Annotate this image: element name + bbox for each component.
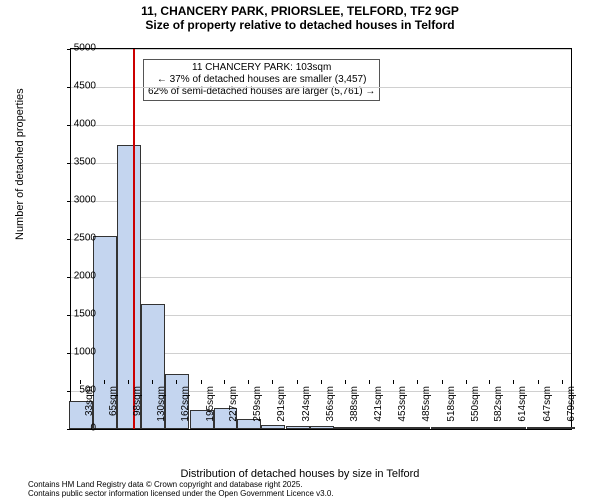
xtick-label: 485sqm bbox=[421, 386, 432, 422]
xtick-label: 291sqm bbox=[276, 386, 287, 422]
ytick-label: 4500 bbox=[74, 81, 96, 92]
xtick-mark bbox=[466, 380, 467, 384]
histogram-bar bbox=[382, 427, 406, 429]
gridline bbox=[71, 163, 571, 164]
gridline bbox=[71, 125, 571, 126]
y-axis-label: Number of detached properties bbox=[14, 88, 26, 240]
xtick-mark bbox=[489, 380, 490, 384]
gridline bbox=[71, 277, 571, 278]
xtick-mark bbox=[442, 380, 443, 384]
xtick-label: 453sqm bbox=[397, 386, 408, 422]
xtick-mark bbox=[80, 380, 81, 384]
xtick-mark bbox=[272, 380, 273, 384]
gridline bbox=[71, 49, 571, 50]
ytick-mark bbox=[67, 163, 71, 164]
histogram-bar bbox=[310, 426, 334, 429]
ytick-mark bbox=[67, 87, 71, 88]
ytick-mark bbox=[67, 239, 71, 240]
xtick-mark bbox=[128, 380, 129, 384]
xtick-mark bbox=[562, 380, 563, 384]
xtick-mark bbox=[248, 380, 249, 384]
chart-title-line2: Size of property relative to detached ho… bbox=[0, 18, 600, 32]
x-axis-label: Distribution of detached houses by size … bbox=[0, 468, 600, 480]
chart-container: 11, CHANCERY PARK, PRIORSLEE, TELFORD, T… bbox=[0, 0, 600, 500]
xtick-label: 227sqm bbox=[228, 386, 239, 422]
xtick-label: 679sqm bbox=[566, 386, 577, 422]
xtick-mark bbox=[224, 380, 225, 384]
xtick-mark bbox=[538, 380, 539, 384]
ytick-label: 0 bbox=[90, 423, 96, 434]
ytick-mark bbox=[67, 391, 71, 392]
ytick-label: 5000 bbox=[74, 43, 96, 54]
chart-title-line1: 11, CHANCERY PARK, PRIORSLEE, TELFORD, T… bbox=[0, 0, 600, 18]
annotation-line2: ← 37% of detached houses are smaller (3,… bbox=[148, 74, 375, 86]
xtick-label: 195sqm bbox=[205, 386, 216, 422]
xtick-label: 614sqm bbox=[517, 386, 528, 422]
histogram-bar bbox=[478, 427, 502, 429]
ytick-label: 2500 bbox=[74, 233, 96, 244]
histogram-bar bbox=[406, 427, 430, 429]
xtick-mark bbox=[152, 380, 153, 384]
annotation-box: 11 CHANCERY PARK: 103sqm ← 37% of detach… bbox=[143, 59, 380, 101]
xtick-mark bbox=[321, 380, 322, 384]
ytick-mark bbox=[67, 125, 71, 126]
histogram-bar bbox=[261, 425, 285, 429]
histogram-bar bbox=[431, 427, 455, 429]
gridline bbox=[71, 239, 571, 240]
gridline bbox=[71, 87, 571, 88]
xtick-label: 356sqm bbox=[325, 386, 336, 422]
ytick-mark bbox=[67, 429, 71, 430]
histogram-bar bbox=[334, 427, 358, 429]
ytick-label: 3000 bbox=[74, 195, 96, 206]
xtick-mark bbox=[513, 380, 514, 384]
plot-area: 11 CHANCERY PARK: 103sqm ← 37% of detach… bbox=[70, 48, 572, 430]
ytick-mark bbox=[67, 353, 71, 354]
ytick-mark bbox=[67, 277, 71, 278]
histogram-bar bbox=[527, 427, 551, 429]
ytick-label: 2000 bbox=[74, 271, 96, 282]
ytick-mark bbox=[67, 201, 71, 202]
xtick-label: 388sqm bbox=[349, 386, 360, 422]
histogram-bar bbox=[551, 427, 575, 429]
ytick-label: 4000 bbox=[74, 119, 96, 130]
xtick-label: 324sqm bbox=[301, 386, 312, 422]
ytick-label: 3500 bbox=[74, 157, 96, 168]
xtick-mark bbox=[345, 380, 346, 384]
xtick-label: 98sqm bbox=[132, 386, 143, 416]
xtick-mark bbox=[393, 380, 394, 384]
xtick-label: 33sqm bbox=[84, 386, 95, 416]
xtick-mark bbox=[104, 380, 105, 384]
histogram-bar bbox=[358, 427, 382, 429]
histogram-bar bbox=[455, 427, 479, 429]
xtick-label: 65sqm bbox=[108, 386, 119, 416]
gridline bbox=[71, 201, 571, 202]
xtick-label: 582sqm bbox=[493, 386, 504, 422]
marker-line bbox=[133, 49, 135, 429]
footer-line2: Contains public sector information licen… bbox=[28, 489, 334, 498]
xtick-label: 259sqm bbox=[252, 386, 263, 422]
annotation-line1: 11 CHANCERY PARK: 103sqm bbox=[148, 62, 375, 74]
ytick-mark bbox=[67, 49, 71, 50]
xtick-label: 647sqm bbox=[542, 386, 553, 422]
xtick-mark bbox=[369, 380, 370, 384]
xtick-label: 130sqm bbox=[156, 386, 167, 422]
ytick-label: 1000 bbox=[74, 347, 96, 358]
xtick-label: 421sqm bbox=[373, 386, 384, 422]
xtick-mark bbox=[417, 380, 418, 384]
xtick-label: 518sqm bbox=[446, 386, 457, 422]
ytick-label: 1500 bbox=[74, 309, 96, 320]
xtick-label: 550sqm bbox=[470, 386, 481, 422]
footer-attribution: Contains HM Land Registry data © Crown c… bbox=[28, 480, 334, 498]
histogram-bar bbox=[502, 427, 526, 429]
xtick-mark bbox=[201, 380, 202, 384]
xtick-label: 162sqm bbox=[180, 386, 191, 422]
histogram-bar bbox=[286, 426, 310, 429]
xtick-mark bbox=[176, 380, 177, 384]
footer-line1: Contains HM Land Registry data © Crown c… bbox=[28, 480, 334, 489]
ytick-mark bbox=[67, 315, 71, 316]
xtick-mark bbox=[297, 380, 298, 384]
